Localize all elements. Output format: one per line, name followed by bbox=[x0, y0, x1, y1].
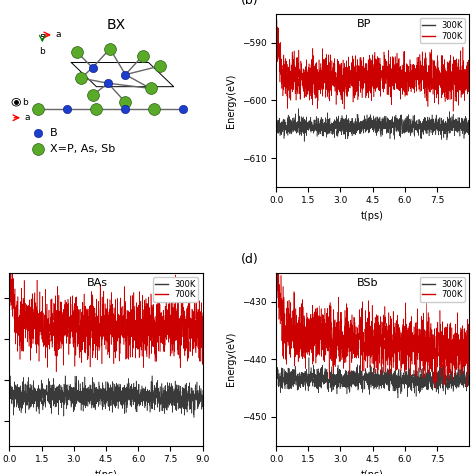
Text: B: B bbox=[50, 128, 58, 138]
Text: a: a bbox=[56, 30, 61, 39]
Text: BAs: BAs bbox=[87, 278, 108, 288]
Legend: 300K, 700K: 300K, 700K bbox=[419, 18, 465, 43]
Legend: 300K, 700K: 300K, 700K bbox=[419, 277, 465, 302]
Text: BP: BP bbox=[357, 19, 372, 29]
X-axis label: t(ps): t(ps) bbox=[361, 470, 384, 474]
Y-axis label: Energy(eV): Energy(eV) bbox=[226, 73, 236, 128]
Text: a: a bbox=[25, 113, 30, 122]
Legend: 300K, 700K: 300K, 700K bbox=[153, 277, 199, 302]
X-axis label: t(ps): t(ps) bbox=[361, 211, 384, 221]
Bar bbox=[41, 34, 44, 36]
X-axis label: t(ps): t(ps) bbox=[95, 470, 118, 474]
Text: BSb: BSb bbox=[357, 278, 379, 288]
Text: b: b bbox=[39, 47, 45, 56]
Text: (b): (b) bbox=[241, 0, 259, 7]
Text: BX: BX bbox=[106, 18, 125, 32]
Text: (d): (d) bbox=[241, 253, 259, 266]
Text: X=P, As, Sb: X=P, As, Sb bbox=[50, 144, 115, 154]
Text: b: b bbox=[22, 98, 28, 107]
Y-axis label: Energy(eV): Energy(eV) bbox=[226, 332, 236, 386]
